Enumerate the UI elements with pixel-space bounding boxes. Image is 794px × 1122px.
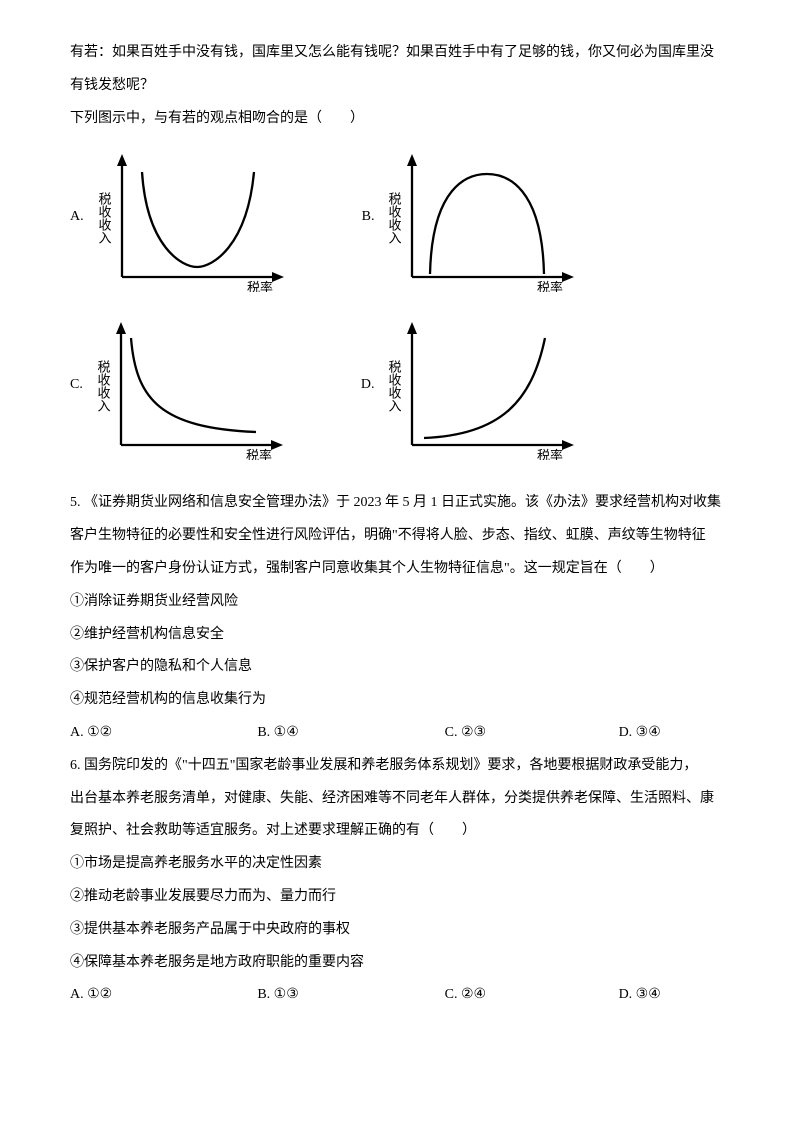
q6-statement-1: ①市场是提高养老服务水平的决定性因素 <box>70 849 739 880</box>
q5-option-d: D. ③④ <box>619 718 739 749</box>
intro-prompt: 下列图示中，与有若的观点相吻合的是（ ） <box>70 104 739 135</box>
x-axis-text: 税率 <box>537 448 563 460</box>
chart-label-b: B. <box>362 202 375 293</box>
chart-option-b: B. 税收收入 税率 <box>362 152 583 292</box>
intro-line-2: 有钱发愁呢？ <box>70 71 739 102</box>
q5-option-c: C. ②③ <box>445 718 619 749</box>
chart-row-1: A. 税收收入 税率 B. 税收收入 税率 <box>70 152 739 292</box>
q6-stem-1: 6. 国务院印发的《"十四五"国家老龄事业发展和养老服务体系规划》要求，各地要根… <box>70 751 739 782</box>
q6-statement-4: ④保障基本养老服务是地方政府职能的重要内容 <box>70 948 739 979</box>
q6-option-d: D. ③④ <box>619 980 739 1011</box>
x-axis-text: 税率 <box>246 448 272 460</box>
chart-label-a: A. <box>70 202 84 293</box>
y-axis-text: 税收收入 <box>96 192 111 244</box>
q5-statement-3: ③保护客户的隐私和个人信息 <box>70 652 739 683</box>
x-axis-text: 税率 <box>247 280 273 292</box>
q6-statement-2: ②推动老龄事业发展要尽力而为、量力而行 <box>70 882 739 913</box>
q6-option-b: B. ①③ <box>257 980 444 1011</box>
q5-statement-1: ①消除证券期货业经营风险 <box>70 587 739 618</box>
q6-option-c: C. ②④ <box>445 980 619 1011</box>
q5-statement-4: ④规范经营机构的信息收集行为 <box>70 685 739 716</box>
chart-d-svg: 税收收入 税率 <box>382 320 582 460</box>
q5-option-b: B. ①④ <box>257 718 444 749</box>
y-axis-text: 税收收入 <box>95 360 110 412</box>
y-axis-text: 税收收入 <box>387 360 402 412</box>
q5-stem-1: 5. 《证券期货业网络和信息安全管理办法》于 2023 年 5 月 1 日正式实… <box>70 488 739 519</box>
chart-option-d: D. 税收收入 税率 <box>361 320 583 460</box>
q5-options: A. ①② B. ①④ C. ②③ D. ③④ <box>70 718 739 749</box>
chart-label-c: C. <box>70 370 83 461</box>
chart-c-svg: 税收收入 税率 <box>91 320 291 460</box>
q5-option-a: A. ①② <box>70 718 257 749</box>
q6-stem-2: 出台基本养老服务清单，对健康、失能、经济困难等不同老年人群体，分类提供养老保障、… <box>70 784 739 815</box>
q5-statement-2: ②维护经营机构信息安全 <box>70 620 739 651</box>
q6-option-a: A. ①② <box>70 980 257 1011</box>
q6-stem-3: 复照护、社会救助等适宜服务。对上述要求理解正确的有（ ） <box>70 816 739 847</box>
q5-stem-2: 客户生物特征的必要性和安全性进行风险评估，明确"不得将人脸、步态、指纹、虹膜、声… <box>70 521 739 552</box>
chart-row-2: C. 税收收入 税率 D. 税收收入 税率 <box>70 320 739 460</box>
q6-statement-3: ③提供基本养老服务产品属于中央政府的事权 <box>70 915 739 946</box>
q5-stem-3: 作为唯一的客户身份认证方式，强制客户同意收集其个人生物特征信息"。这一规定旨在（… <box>70 554 739 585</box>
chart-b-svg: 税收收入 税率 <box>382 152 582 292</box>
y-axis-text: 税收收入 <box>387 192 402 244</box>
chart-option-a: A. 税收收入 税率 <box>70 152 292 292</box>
x-axis-text: 税率 <box>537 280 563 292</box>
q6-options: A. ①② B. ①③ C. ②④ D. ③④ <box>70 980 739 1011</box>
chart-a-svg: 税收收入 税率 <box>92 152 292 292</box>
intro-line-1: 有若：如果百姓手中没有钱，国库里又怎么能有钱呢？如果百姓手中有了足够的钱，你又何… <box>70 38 739 69</box>
chart-label-d: D. <box>361 370 375 461</box>
chart-option-c: C. 税收收入 税率 <box>70 320 291 460</box>
